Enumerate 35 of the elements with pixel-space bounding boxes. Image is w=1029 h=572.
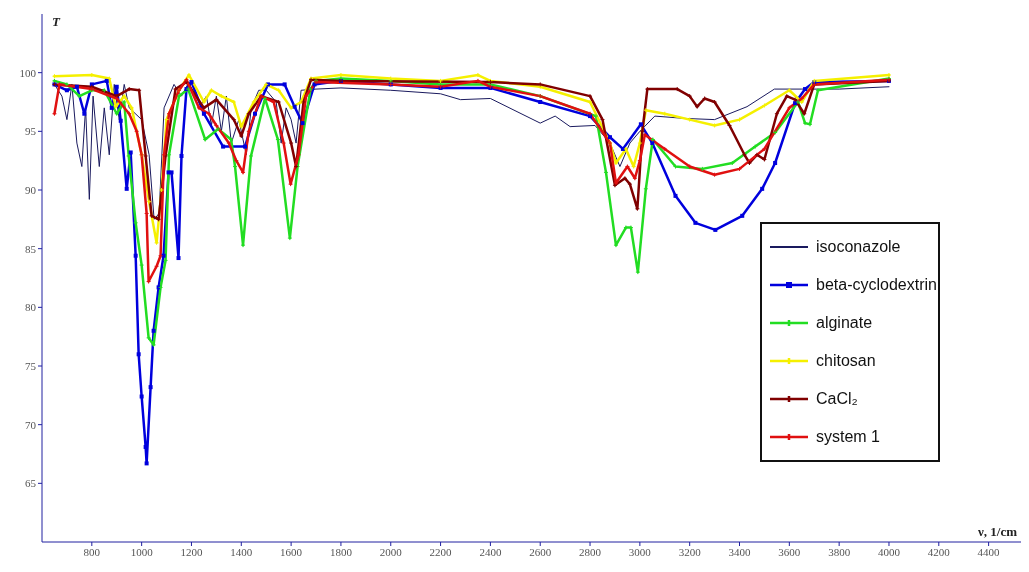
x-tick-label: 3400 — [728, 545, 752, 558]
legend-label: CaCl₂ — [816, 390, 858, 407]
y-tick-label: 70 — [25, 418, 37, 431]
x-tick-label: 3200 — [678, 545, 702, 558]
y-tick-label: 65 — [25, 477, 37, 490]
x-tick-label: 2800 — [579, 545, 602, 558]
x-tick-label: 1000 — [130, 545, 154, 558]
x-tick-label: 4200 — [927, 545, 951, 558]
y-tick-label: 95 — [25, 125, 37, 138]
x-tick-label: 3600 — [778, 545, 801, 558]
y-tick-label: 85 — [25, 242, 37, 255]
x-tick-label: 4000 — [877, 545, 901, 558]
legend-label: alginate — [816, 314, 873, 331]
x-tick-label: 2000 — [379, 545, 403, 558]
legend-label: isoconazole — [816, 238, 901, 255]
y-tick-label: 90 — [25, 183, 37, 196]
x-tick-label: 1400 — [230, 545, 253, 558]
x-tick-label: 2400 — [479, 545, 502, 558]
legend-label: beta-cyclodextrin — [816, 276, 937, 293]
x-tick-label: 4400 — [977, 545, 1001, 558]
y-tick-label: 75 — [25, 359, 37, 372]
x-tick-label: 2600 — [529, 545, 552, 558]
x-tick-label: 1600 — [280, 545, 303, 558]
y-axis-title: T — [52, 14, 61, 29]
x-tick-label: 1200 — [180, 545, 203, 558]
x-tick-label: 1800 — [329, 545, 353, 558]
x-tick-label: 2200 — [429, 545, 453, 558]
x-tick-label: 800 — [83, 545, 101, 558]
x-tick-label: 3800 — [828, 545, 851, 558]
x-axis-title: ν, 1/cm — [976, 524, 1018, 539]
x-tick-label: 3000 — [628, 545, 652, 558]
y-tick-label: 100 — [19, 66, 37, 79]
legend-label: system 1 — [816, 428, 881, 445]
y-tick-label: 80 — [25, 301, 37, 314]
legend-label: chitosan — [816, 352, 876, 369]
